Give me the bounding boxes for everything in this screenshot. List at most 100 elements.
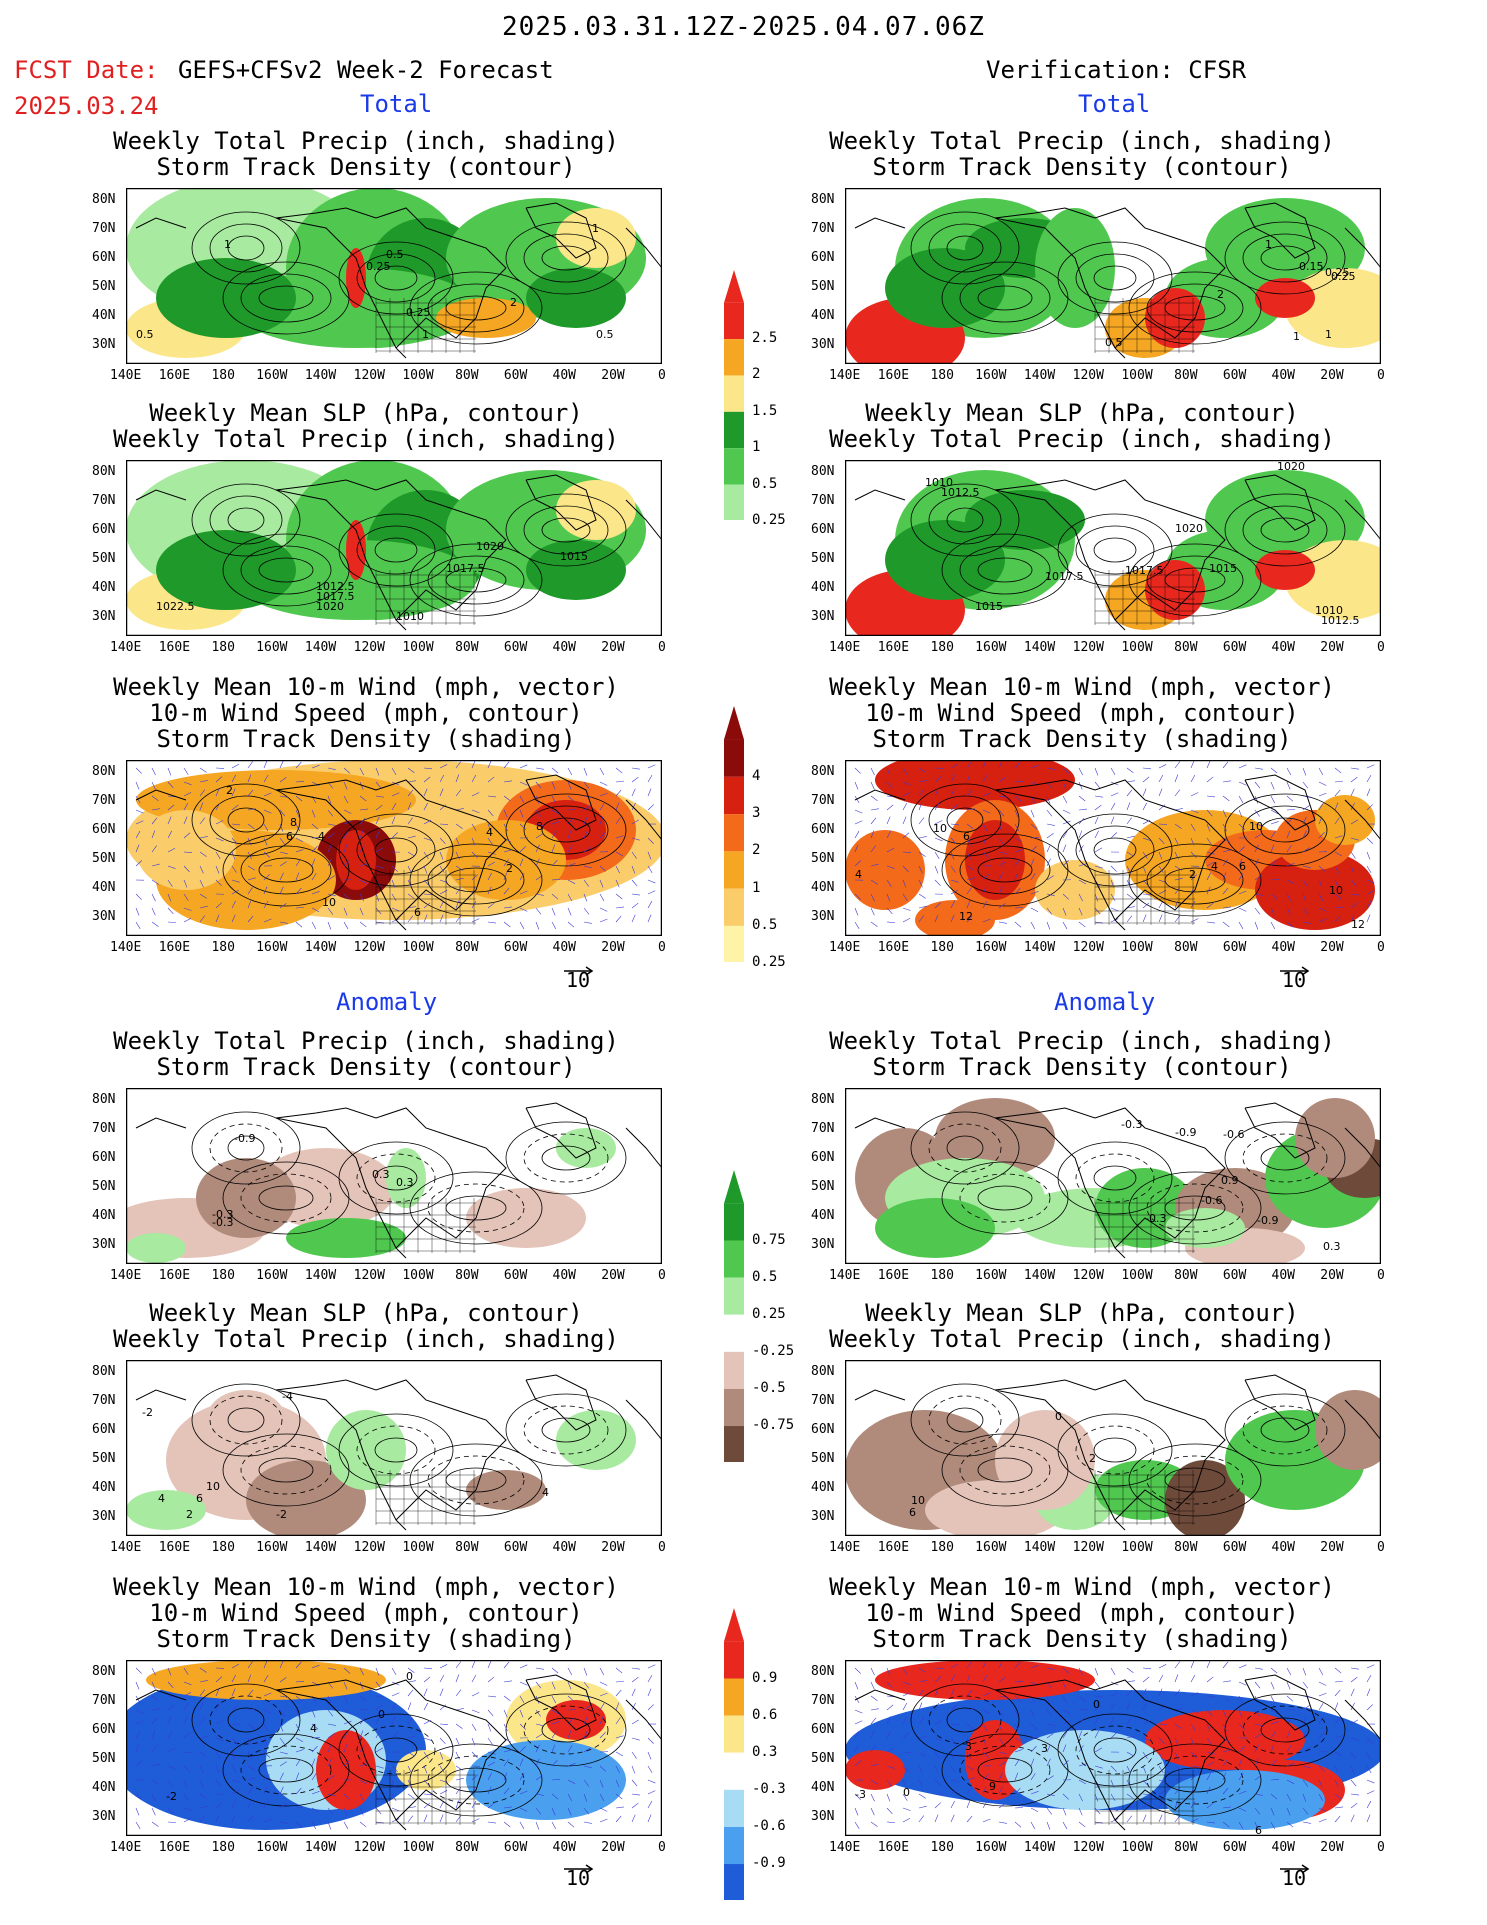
wind-vector xyxy=(471,1674,477,1683)
wind-vector xyxy=(231,851,236,860)
wind-vector xyxy=(870,1745,876,1753)
colorbar-segment xyxy=(724,1826,744,1865)
wind-vector xyxy=(998,776,1006,783)
wind-vector xyxy=(1190,1774,1198,1781)
contour-line xyxy=(1128,1743,1262,1817)
colorbar-segment xyxy=(724,1314,744,1352)
wind-vector xyxy=(950,1737,957,1745)
colorbar-segment xyxy=(724,484,744,521)
wind-vector xyxy=(183,1779,188,1788)
lon-tick-label: 100W xyxy=(1121,368,1153,383)
wind-vector xyxy=(1206,1751,1215,1755)
wind-vector xyxy=(231,1737,238,1745)
contour-line xyxy=(1146,1183,1244,1233)
wind-vector xyxy=(998,1803,1006,1809)
wind-vector xyxy=(982,760,987,769)
lon-tick-label: 180 xyxy=(211,640,235,655)
map-p12: 033-3 0 96 xyxy=(845,1660,1381,1836)
lat-tick-label: 60N xyxy=(811,250,835,265)
wind-vector xyxy=(934,1737,943,1742)
wind-vector xyxy=(167,1681,174,1689)
lon-tick-label: 20W xyxy=(1320,1268,1344,1283)
contour-line xyxy=(1260,245,1310,271)
wind-vector xyxy=(1190,874,1198,881)
colorbar-segment xyxy=(724,1715,744,1753)
wind-vector xyxy=(583,767,588,776)
wind-vector xyxy=(1302,830,1307,839)
wind-vector xyxy=(151,767,156,776)
wind-vector xyxy=(1190,1692,1199,1697)
wind-vector xyxy=(487,861,496,867)
wind-vector xyxy=(647,890,656,895)
wind-vector xyxy=(439,1674,445,1683)
wind-vector xyxy=(934,865,939,874)
wind-vector xyxy=(1030,837,1040,839)
wind-vector xyxy=(647,1704,654,1711)
wind-vector xyxy=(966,1800,971,1809)
wind-vector xyxy=(599,1703,605,1711)
wind-vector xyxy=(615,767,623,774)
wind-vector xyxy=(583,1730,588,1739)
wind-vector xyxy=(966,887,972,895)
fcst-date-value: 2025.03.24 xyxy=(14,92,159,120)
wind-vector xyxy=(647,1674,653,1683)
wind-vector xyxy=(231,1765,237,1773)
wind-vector xyxy=(311,845,318,853)
wind-vector xyxy=(1238,907,1247,912)
lon-tick-label: 140E xyxy=(829,940,861,955)
wind-vector xyxy=(407,780,416,783)
wind-vector xyxy=(1174,1751,1179,1760)
wind-vector xyxy=(519,1723,526,1730)
contour-line xyxy=(222,1161,350,1235)
wind-vector xyxy=(1094,804,1102,811)
wind-vector xyxy=(870,1681,875,1690)
lon-tick-label: 40W xyxy=(552,1540,577,1555)
wind-vector xyxy=(886,1667,891,1676)
contour-line xyxy=(356,253,436,303)
lon-tick-label: 180 xyxy=(930,1840,954,1855)
wind-vector xyxy=(151,921,159,927)
coastline xyxy=(854,774,1381,931)
wind-vector xyxy=(870,1667,875,1676)
wind-vector xyxy=(870,1807,875,1816)
wind-vector xyxy=(407,835,416,839)
wind-vector xyxy=(1286,1821,1294,1828)
colorbar-precip_anom xyxy=(722,1170,746,1466)
wind-vector xyxy=(471,774,477,783)
wind-vector xyxy=(407,789,414,797)
wind-vector xyxy=(998,1723,1003,1732)
wind-vector xyxy=(1046,833,1054,839)
wind-vector xyxy=(487,1709,494,1717)
wind-vector xyxy=(1334,1751,1343,1757)
wind-vector xyxy=(1318,781,1327,786)
wind-vector xyxy=(327,767,336,770)
shading-blob xyxy=(436,298,536,338)
wind-vector xyxy=(503,1680,512,1683)
wind-vector xyxy=(1174,1723,1182,1729)
wind-vector xyxy=(1014,1680,1023,1683)
wind-vector xyxy=(551,795,557,804)
wind-vector xyxy=(998,1709,1005,1717)
wind-vector xyxy=(1302,1747,1310,1753)
wind-vector xyxy=(1334,1779,1339,1788)
contour-line xyxy=(541,517,591,543)
wind-vector xyxy=(279,1676,287,1683)
wind-vector xyxy=(135,844,140,853)
lon-tick-label: 100W xyxy=(402,1540,434,1555)
wind-vector xyxy=(1014,921,1022,928)
wind-vector xyxy=(1222,823,1227,832)
map-panel-p3: 1012.5 1017.5 1020 1022.5 1010 1017.5 1020 1015 xyxy=(126,460,662,636)
wind-vector xyxy=(1158,1664,1167,1669)
shading-blob xyxy=(1005,1730,1165,1810)
wind-vector xyxy=(1126,1765,1131,1774)
wind-vector xyxy=(950,1765,956,1773)
wind-vector xyxy=(631,802,636,811)
wind-vector xyxy=(327,1807,333,1815)
lon-tick-label: 140E xyxy=(829,1840,861,1855)
wind-vector xyxy=(1302,1730,1307,1739)
lon-tick-label: 160E xyxy=(877,940,910,955)
map-panel-p1: 0.5 1 0.5 0.25 1 0.25 2 1 0.5 xyxy=(126,188,662,364)
wind-vector xyxy=(231,774,236,783)
wind-vector xyxy=(918,879,923,888)
wind-vector xyxy=(886,847,895,853)
